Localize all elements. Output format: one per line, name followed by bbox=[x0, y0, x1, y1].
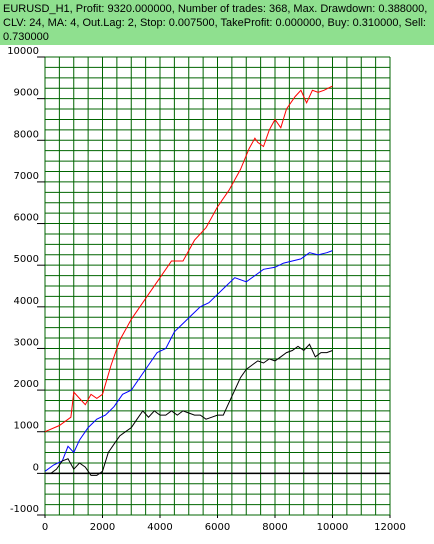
series-line-2 bbox=[44, 250, 333, 472]
x-tick-label: 0 bbox=[42, 522, 48, 533]
x-tick-label: 4000 bbox=[147, 522, 172, 533]
x-tick-label: 2000 bbox=[90, 522, 115, 533]
y-tick-label: 1000 bbox=[14, 421, 39, 432]
y-tick-label: 7000 bbox=[14, 171, 39, 182]
chart-header: EURUSD_H1, Profit: 9320.000000, Number o… bbox=[0, 0, 434, 45]
y-tick-label: -1000 bbox=[10, 504, 39, 515]
x-tick-label: 10000 bbox=[317, 522, 349, 533]
series-line-3 bbox=[45, 343, 333, 476]
y-tick-label: 2000 bbox=[14, 379, 39, 390]
y-axis-ticks: -1000 0 1000 2000 3000 4000 5000 6000 7000 8000 90… bbox=[7, 46, 45, 516]
y-tick-label: 4000 bbox=[14, 296, 39, 307]
x-tick-label: 6000 bbox=[205, 522, 230, 533]
x-axis-ticks: 0 2000 4000 6000 8000 10000 12000 bbox=[42, 515, 406, 533]
y-tick-label: 0 bbox=[33, 462, 39, 473]
series-lines bbox=[44, 85, 333, 476]
horizontal-gridlines bbox=[45, 56, 390, 516]
series-line-1 bbox=[44, 85, 333, 433]
x-tick-label: 12000 bbox=[374, 522, 406, 533]
y-tick-label: 6000 bbox=[14, 213, 39, 224]
y-tick-label: 9000 bbox=[14, 88, 39, 99]
x-tick-label: 8000 bbox=[262, 522, 287, 533]
equity-chart: -100001000200030004000500060007000800090… bbox=[7, 46, 406, 533]
y-tick-label: 3000 bbox=[14, 337, 39, 348]
y-tick-label: 8000 bbox=[14, 129, 39, 140]
y-tick-label: 10000 bbox=[7, 46, 39, 57]
y-tick-label: 5000 bbox=[14, 254, 39, 265]
